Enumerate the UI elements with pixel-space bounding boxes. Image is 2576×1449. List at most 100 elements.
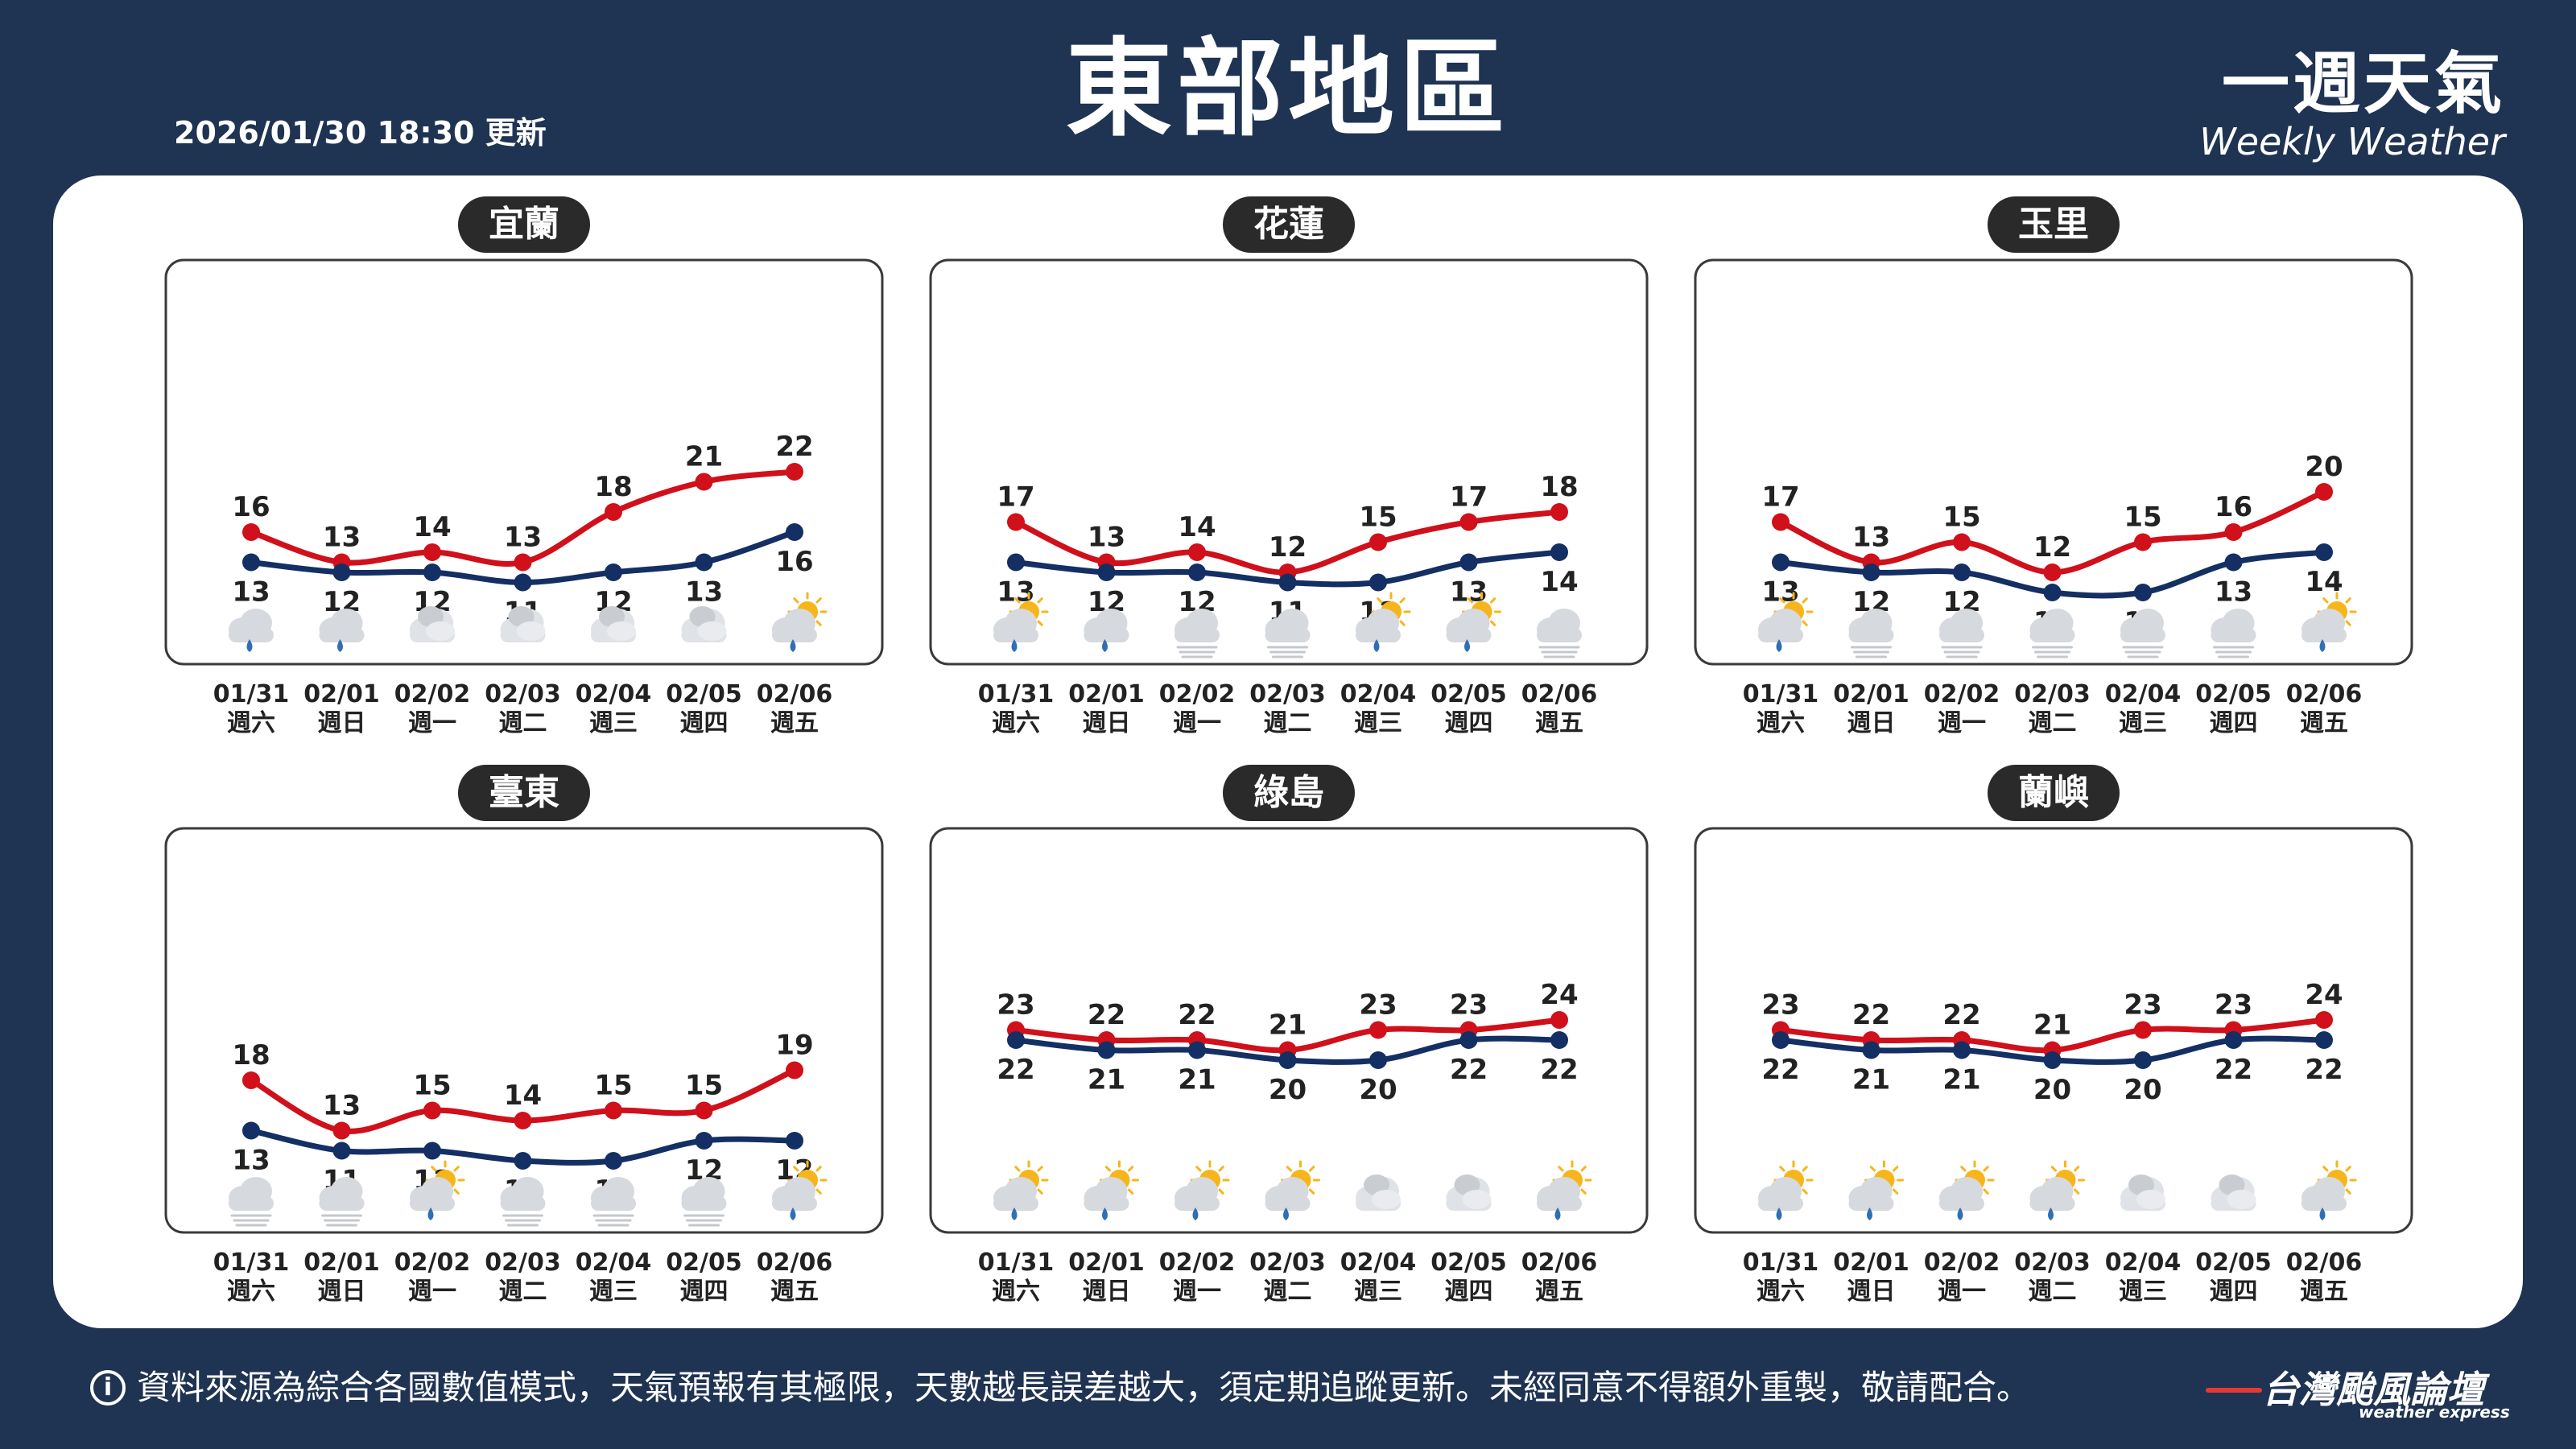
logo-subtext: weather express: [2359, 1402, 2510, 1422]
partly-sunny-rain-icon: [1084, 1160, 1139, 1220]
sun-ray: [1014, 597, 1021, 604]
low-temp-point: [2315, 1031, 2333, 1049]
high-temp-label: 12: [2033, 531, 2071, 564]
low-temp-point: [1369, 573, 1387, 592]
cloud-shape: [1084, 628, 1129, 642]
sun-ray: [1802, 620, 1808, 626]
low-temp-label: 16: [775, 546, 813, 578]
date-label: 02/01: [1833, 680, 1909, 708]
partly-sunny-rain-icon: [1265, 1160, 1320, 1220]
cloud-shape: [319, 628, 365, 642]
cloud-shape: [500, 1196, 546, 1211]
raindrop-shape: [1373, 639, 1380, 652]
weekday-label: 週三: [2119, 1278, 2167, 1306]
weekday-label: 週一: [1938, 1278, 1986, 1306]
city-title-badge: 臺東: [458, 765, 590, 821]
date-label: 01/31: [978, 1249, 1054, 1277]
weekday-label: 週四: [2210, 709, 2258, 737]
info-icon: i: [90, 1370, 126, 1406]
cloud-shape: [1848, 1196, 1894, 1211]
high-temp-label: 18: [594, 471, 632, 503]
low-temp-point: [605, 564, 622, 581]
cloud-shape: [319, 1196, 365, 1211]
raindrop-shape: [1011, 1208, 1018, 1220]
cloudy-icon: [591, 606, 636, 642]
title-pill: [1223, 765, 1355, 821]
date-label: 02/01: [1833, 1249, 1909, 1277]
chart-frame: [929, 827, 1649, 1234]
cloud-rain-icon: [229, 609, 274, 652]
weekday-label: 週三: [589, 709, 638, 737]
high-temp-label: 21: [2033, 1009, 2071, 1042]
raindrop-shape: [337, 639, 343, 652]
low-temp-point: [605, 1152, 622, 1170]
date-label: 02/01: [303, 1249, 379, 1277]
high-temp-label: 13: [323, 1090, 361, 1122]
date-label: 02/01: [303, 680, 379, 708]
raindrop-shape: [246, 639, 253, 652]
low-temp-point: [1369, 1051, 1387, 1069]
high-temp-point: [1007, 513, 1025, 531]
low-temp-point: [1953, 564, 1971, 581]
city-name: 宜蘭: [489, 204, 559, 245]
sun-ray: [1983, 1166, 1989, 1172]
high-temp-point: [514, 1112, 532, 1129]
weekday-label: 週六: [1757, 1278, 1805, 1306]
date-label: 01/31: [213, 680, 289, 708]
cloud-fog-icon: [1174, 609, 1220, 658]
cloud-shape: [1265, 1196, 1311, 1211]
sun-ray: [1490, 620, 1496, 626]
partly-sunny-rain-icon: [772, 1160, 828, 1220]
weekday-label: 週六: [227, 1278, 275, 1306]
partly-sunny-rain-icon: [2301, 1160, 2357, 1220]
date-label: 01/31: [978, 680, 1054, 708]
date-label: 02/05: [666, 1249, 741, 1277]
raindrop-shape: [790, 1208, 796, 1220]
sun-ray: [1218, 1188, 1224, 1195]
low-temp-point: [423, 1141, 441, 1160]
weekday-label: 週二: [2029, 709, 2077, 737]
city-title-badge: 宜蘭: [458, 196, 590, 253]
raindrop-shape: [2319, 639, 2326, 652]
date-label: 02/04: [2105, 680, 2181, 708]
high-temp-label: 24: [2305, 979, 2343, 1011]
partly-sunny-rain-icon: [993, 592, 1049, 652]
cloud-shape: [2120, 628, 2165, 642]
low-temp-label: 22: [1450, 1054, 1488, 1086]
cloud-shape: [591, 1196, 636, 1211]
sun-ray: [1037, 597, 1043, 604]
brand-title: 一週天氣: [2221, 44, 2505, 123]
partly-sunny-rain-icon: [1174, 1160, 1230, 1220]
high-temp-point: [1369, 1021, 1387, 1039]
cloud-shape: [1356, 628, 1401, 642]
footer: i 資料來源為綜合各國數值模式，天氣預報有其極限，天數越長誤差越大，須定期追蹤更…: [90, 1364, 2030, 1412]
date-label: 02/05: [2195, 680, 2271, 708]
high-temp-label: 15: [1359, 502, 1397, 534]
weekday-label: 週一: [408, 709, 456, 737]
weekday-label: 週二: [499, 1278, 547, 1306]
low-temp-label: 21: [1088, 1064, 1125, 1096]
sun-ray: [1467, 597, 1473, 604]
city-name: 綠島: [1253, 772, 1324, 813]
weekday-label: 週五: [770, 709, 819, 737]
weekday-label: 週六: [1757, 709, 1805, 737]
sun-ray: [1128, 1188, 1134, 1195]
low-temp-point: [514, 1152, 532, 1170]
low-temp-point: [1862, 1041, 1880, 1059]
high-temp-label: 23: [2124, 989, 2161, 1022]
date-label: 02/02: [1159, 680, 1235, 708]
date-label: 02/03: [1249, 1249, 1325, 1277]
high-temp-point: [332, 1121, 351, 1140]
low-temp-point: [2134, 584, 2152, 601]
high-temp-point: [423, 543, 441, 561]
sun-ray: [1893, 1166, 1899, 1172]
raindrop-shape: [1867, 1208, 1872, 1220]
high-temp-label: 15: [2124, 502, 2161, 534]
partly-sunny-rain-icon: [1758, 592, 1814, 652]
cloud-fog-icon: [681, 1177, 727, 1227]
sun-ray: [2074, 1188, 2080, 1195]
cloud-fog-icon: [229, 1177, 274, 1227]
sun-ray: [2345, 1166, 2351, 1172]
low-temp-label: 13: [685, 576, 723, 609]
high-temp-label: 23: [997, 989, 1034, 1022]
